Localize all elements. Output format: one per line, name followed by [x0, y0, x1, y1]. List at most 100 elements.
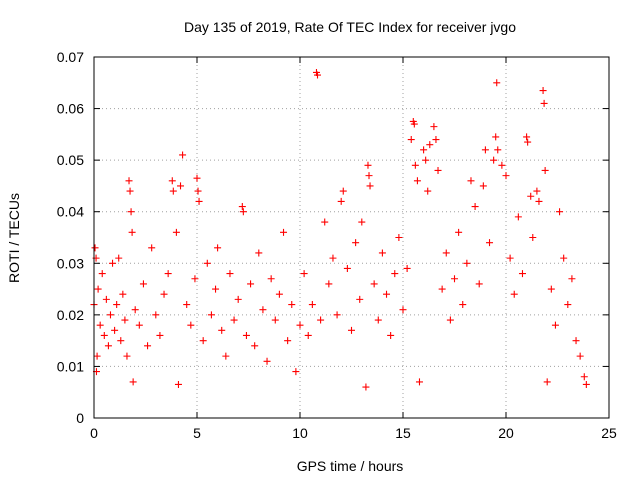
data-point — [100, 331, 108, 339]
y-tick-label: 0.04 — [57, 204, 84, 220]
data-point — [174, 380, 182, 388]
data-point — [271, 316, 279, 324]
data-point — [352, 239, 360, 247]
data-point — [358, 218, 366, 226]
data-point — [152, 311, 160, 319]
data-point — [337, 197, 345, 205]
data-point — [365, 172, 373, 180]
y-tick-label: 0.03 — [57, 255, 84, 271]
data-point — [471, 203, 479, 211]
data-point — [203, 259, 211, 267]
data-point — [481, 146, 489, 154]
data-point — [96, 321, 104, 329]
data-point — [255, 249, 263, 257]
data-point — [98, 270, 106, 278]
x-axis-label: GPS time / hours — [297, 458, 404, 474]
y-axis-label: ROTI / TECUs — [6, 193, 22, 283]
data-point — [539, 87, 547, 95]
data-point — [434, 166, 442, 174]
data-point — [479, 182, 487, 190]
data-point — [129, 378, 137, 386]
data-point — [259, 306, 267, 314]
data-point — [222, 352, 230, 360]
data-point — [490, 156, 498, 164]
data-point — [194, 187, 202, 195]
data-point — [415, 378, 423, 386]
data-point — [104, 342, 112, 350]
plot-border — [93, 56, 610, 419]
data-point — [506, 254, 514, 262]
x-tick-label: 10 — [292, 425, 308, 441]
data-point — [410, 120, 418, 128]
data-point — [370, 280, 378, 288]
data-point — [239, 208, 247, 216]
data-point — [541, 166, 549, 174]
data-point — [523, 133, 531, 141]
data-point — [333, 311, 341, 319]
data-point — [148, 244, 156, 252]
data-point — [475, 280, 483, 288]
data-point — [426, 141, 434, 149]
data-point — [139, 280, 147, 288]
data-point — [91, 244, 99, 252]
data-point — [296, 321, 304, 329]
data-point — [308, 301, 316, 309]
data-point — [234, 295, 242, 303]
data-point — [131, 306, 139, 314]
data-point — [135, 321, 143, 329]
data-point — [212, 285, 220, 293]
x-tick-label: 5 — [193, 425, 201, 441]
data-point — [498, 161, 506, 169]
data-point — [486, 239, 494, 247]
data-point — [374, 316, 382, 324]
data-point — [247, 280, 255, 288]
data-point — [492, 133, 500, 141]
data-point — [267, 275, 275, 283]
data-point — [93, 352, 101, 360]
data-point — [399, 306, 407, 314]
data-point — [514, 213, 522, 221]
data-point — [467, 177, 475, 185]
data-point — [364, 161, 372, 169]
data-point — [207, 311, 215, 319]
data-point — [115, 254, 123, 262]
data-point — [459, 301, 467, 309]
data-point — [183, 301, 191, 309]
y-tick-label: 0.06 — [57, 101, 84, 117]
data-point — [263, 357, 271, 365]
data-point — [343, 264, 351, 272]
y-tick-label: 0.05 — [57, 152, 84, 168]
data-point — [560, 254, 568, 262]
y-tick-label: 0 — [76, 410, 84, 426]
data-point — [510, 290, 518, 298]
x-tick-label: 15 — [395, 425, 411, 441]
data-point — [540, 99, 548, 107]
data-point — [543, 378, 551, 386]
data-point — [387, 331, 395, 339]
data-point — [422, 156, 430, 164]
data-point — [251, 342, 259, 350]
data-point — [164, 270, 172, 278]
data-point — [446, 316, 454, 324]
data-point — [362, 383, 370, 391]
data-point — [113, 301, 121, 309]
data-point — [314, 71, 322, 79]
data-point — [317, 316, 325, 324]
data-point — [193, 174, 201, 182]
data-point — [395, 234, 403, 241]
data-point — [568, 275, 576, 283]
data-point — [191, 275, 199, 283]
data-point — [128, 228, 136, 236]
y-tick-label: 0.01 — [57, 358, 84, 374]
data-point — [172, 228, 180, 236]
data-point — [288, 301, 296, 309]
data-point — [119, 290, 127, 298]
data-point — [403, 264, 411, 272]
data-point — [420, 146, 428, 154]
data-point — [144, 342, 152, 350]
data-point — [169, 187, 177, 195]
data-point — [117, 337, 125, 345]
data-point — [123, 352, 131, 360]
